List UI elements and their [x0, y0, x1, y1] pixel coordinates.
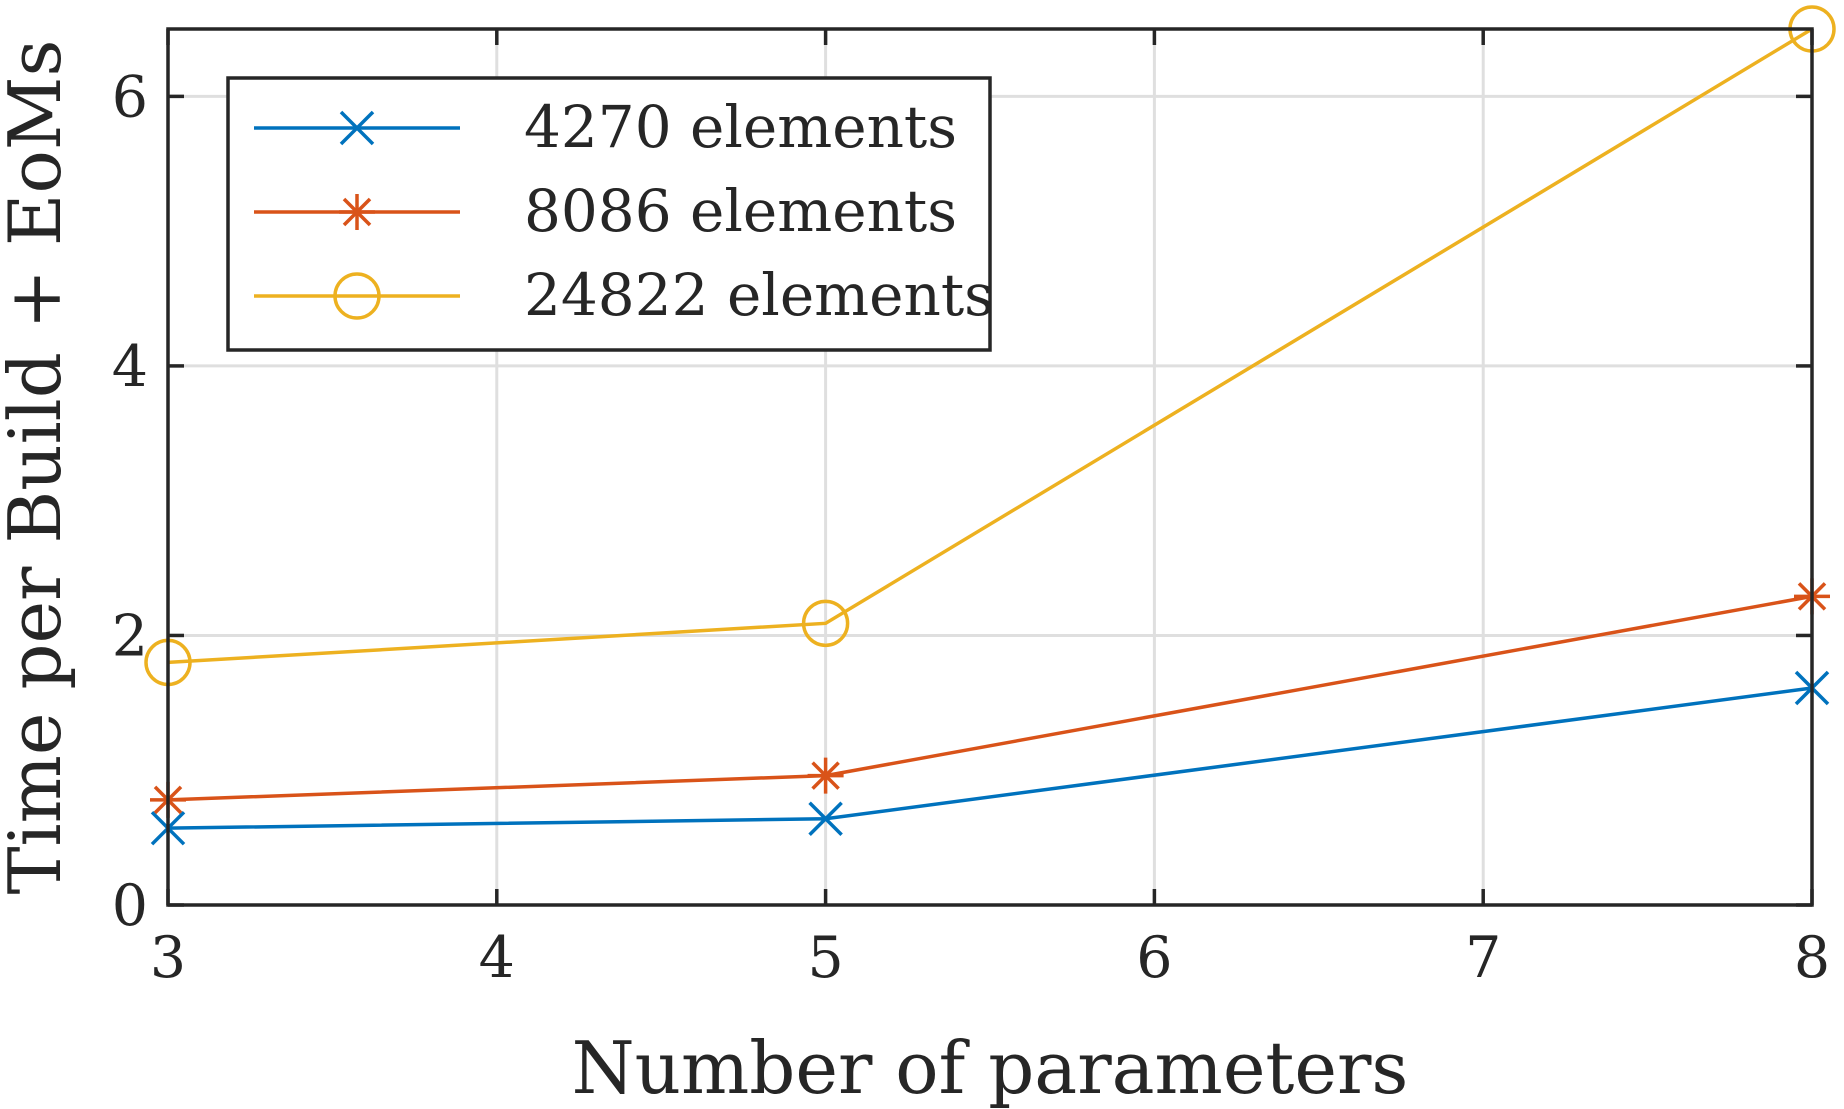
series-1: [150, 670, 1830, 846]
legend-entry: 4270 elements: [254, 93, 957, 161]
data-point: [808, 801, 843, 836]
x-axis-label: Number of parameters: [572, 1026, 1409, 1109]
series-line: [167, 27, 1813, 665]
marker-stroke: [339, 110, 375, 146]
marker-stroke: [801, 599, 850, 648]
legend-entry: 8086 elements: [254, 177, 957, 245]
y-tick-label: 6: [112, 64, 148, 130]
y-tick-label: 0: [112, 873, 148, 939]
x-tick-label: 6: [1136, 925, 1172, 991]
data-point: [807, 757, 844, 794]
legend-marker: [333, 272, 381, 320]
plot-frame: [166, 27, 1814, 907]
legend-label: 8086 elements: [524, 177, 957, 245]
y-tick-label: 2: [112, 603, 148, 669]
x-tick-label: 7: [1465, 925, 1501, 991]
marker-stroke: [811, 761, 840, 790]
x-tick-label: 4: [479, 925, 515, 991]
marker-stroke: [333, 272, 381, 320]
y-axis-label: Time per Build + EoMs: [0, 40, 77, 895]
y-axis-tick-labels: 0 2 4 6: [112, 64, 148, 939]
legend-marker: [339, 110, 375, 146]
series-2: [150, 578, 1830, 818]
legend-marker: [339, 194, 375, 230]
x-tick-label: 5: [807, 925, 843, 991]
series-line: [167, 686, 1813, 830]
marker-stroke: [808, 801, 843, 836]
data-point: [801, 599, 850, 648]
legend-entry: 24822 elements: [254, 261, 994, 329]
y-tick-label: 4: [112, 334, 148, 400]
axis-ticks: [166, 29, 1814, 907]
legend: 4270 elements 8086 elements 24822 elements: [226, 76, 994, 352]
series-line: [167, 594, 1813, 802]
legend-label: 24822 elements: [524, 261, 994, 329]
x-axis-tick-labels: 3 4 5 6 7 8: [150, 925, 1830, 991]
x-tick-label: 3: [150, 925, 186, 991]
x-tick-label: 8: [1794, 925, 1830, 991]
legend-label: 4270 elements: [524, 93, 957, 161]
marker-stroke: [342, 197, 372, 227]
